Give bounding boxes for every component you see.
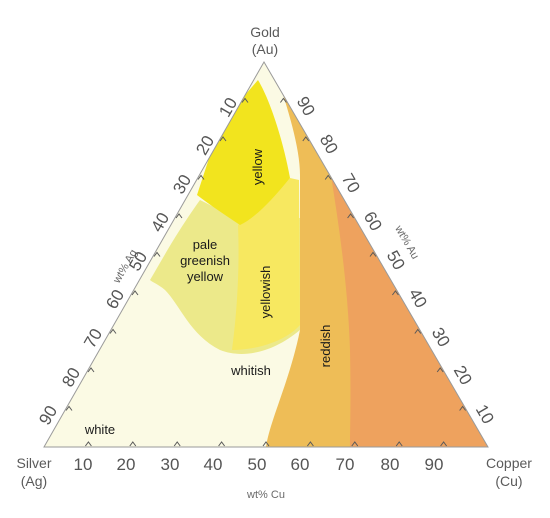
tick-caret <box>395 441 403 447</box>
tick-caret <box>262 441 270 447</box>
cu-tick-label: 40 <box>204 455 223 474</box>
tick-caret <box>219 136 227 142</box>
tick-caret <box>87 367 95 373</box>
cu-tick-label: 20 <box>117 455 136 474</box>
tick-caret <box>65 405 73 411</box>
region-label-pale: pale <box>193 237 218 252</box>
vertex-silver-symbol: (Ag) <box>21 473 47 489</box>
tick-caret <box>347 213 355 219</box>
region-label-greenish: greenish <box>180 253 230 268</box>
tick-caret <box>414 328 422 334</box>
region-label-whitish: whitish <box>230 363 271 378</box>
region-label-yellowish: yellowish <box>258 266 273 319</box>
tick-caret <box>351 441 359 447</box>
tick-caret <box>197 174 205 180</box>
au-tick-label: 30 <box>428 324 454 350</box>
region-label-reddish: reddish <box>318 325 333 368</box>
cu-tick-label: 10 <box>74 455 93 474</box>
tick-caret <box>279 97 287 103</box>
region-label-yellow: yellow <box>250 148 265 185</box>
tick-caret <box>306 441 314 447</box>
tick-caret <box>391 290 399 296</box>
cu-tick-label: 60 <box>291 455 310 474</box>
triangle-outline <box>43 60 489 448</box>
vertex-silver-name: Silver <box>16 455 51 471</box>
au-tick-label: 60 <box>360 208 386 234</box>
tick-caret <box>153 251 161 257</box>
vertex-gold-name: Gold <box>250 24 280 40</box>
region-yellowish <box>232 178 300 350</box>
au-tick-label: 20 <box>450 362 476 388</box>
tick-marks <box>65 97 467 447</box>
tick-caret <box>369 251 377 257</box>
cu-axis-ticks: 10 20 30 40 50 60 70 80 90 <box>74 455 444 474</box>
tick-caret <box>459 405 467 411</box>
region-label-pale-yellow: yellow <box>187 269 224 284</box>
region-label-white: white <box>84 422 115 437</box>
tick-caret <box>440 441 448 447</box>
tick-caret <box>324 174 332 180</box>
tick-caret <box>218 441 226 447</box>
tick-caret <box>109 328 117 334</box>
vertex-copper-name: Copper <box>486 455 532 471</box>
tick-caret <box>85 441 92 447</box>
tick-caret <box>436 367 444 373</box>
axis-title-cu: wt% Cu <box>246 489 285 501</box>
region-yellow <box>197 80 290 225</box>
cu-tick-label: 90 <box>425 455 444 474</box>
tick-caret <box>302 136 310 142</box>
tick-caret <box>131 290 139 296</box>
cu-tick-label: 80 <box>381 455 400 474</box>
tick-caret <box>129 441 137 447</box>
cu-tick-label: 70 <box>336 455 355 474</box>
tick-caret <box>241 97 249 103</box>
vertex-gold-symbol: (Au) <box>252 41 278 57</box>
tick-caret <box>175 213 183 219</box>
cu-tick-label: 30 <box>161 455 180 474</box>
cu-tick-label: 50 <box>248 455 267 474</box>
vertex-copper-symbol: (Cu) <box>495 473 522 489</box>
au-tick-label: 70 <box>338 170 364 196</box>
au-tick-label: 40 <box>405 285 431 311</box>
au-tick-label: 10 <box>472 401 498 427</box>
tick-caret <box>173 441 181 447</box>
au-tick-label: 80 <box>316 131 342 157</box>
au-tick-label: 90 <box>293 93 319 119</box>
